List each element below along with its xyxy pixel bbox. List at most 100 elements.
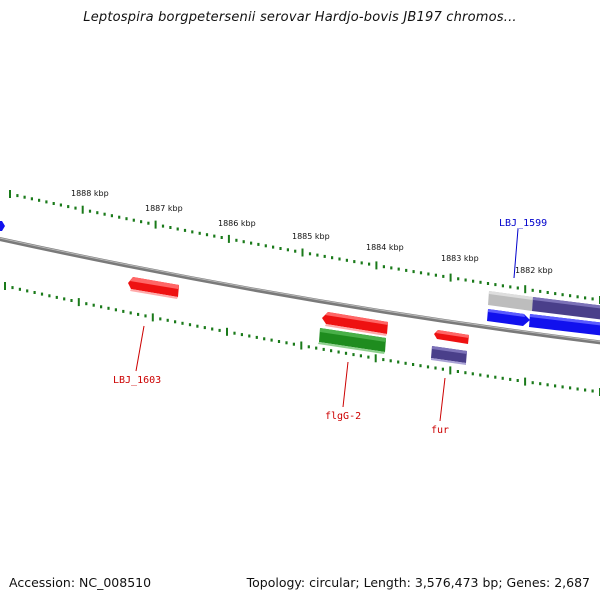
lower-ruler-minor-tick (85, 302, 88, 306)
lower-ruler-minor-tick (569, 386, 572, 390)
upper-ruler-major-tick (301, 248, 304, 257)
upper-ruler-minor-tick (235, 238, 238, 242)
lower-ruler-major-tick (300, 341, 303, 350)
lower-ruler-minor-tick (255, 335, 258, 339)
upper-ruler-minor-tick (103, 212, 106, 216)
upper-ruler-minor-tick (434, 273, 437, 277)
upper-ruler-minor-tick (52, 202, 55, 205)
ruler-label-1887: 1887 kbp (145, 204, 183, 213)
ruler-label-1882: 1882 kbp (515, 266, 553, 275)
gene-lbj-1599-gray[interactable] (488, 291, 533, 311)
upper-ruler-minor-tick (294, 249, 297, 253)
lower-ruler-minor-tick (18, 287, 21, 291)
ruler-label-1888: 1888 kbp (71, 189, 109, 198)
lower-ruler-minor-tick (33, 291, 36, 294)
lower-ruler-minor-tick (501, 376, 504, 380)
lower-ruler-minor-tick (382, 358, 385, 362)
upper-ruler-minor-tick (88, 209, 92, 213)
upper-ruler-minor-tick (494, 283, 497, 287)
lower-ruler-minor-tick (337, 350, 340, 354)
upper-ruler-minor-tick (316, 253, 319, 257)
lower-ruler-major-tick (77, 298, 80, 307)
lower-ruler-minor-tick (48, 294, 51, 298)
gene-label-flgg-2[interactable]: flgG-2 (325, 411, 361, 422)
lower-ruler-minor-tick (122, 309, 125, 313)
upper-ruler-major-tick (227, 234, 230, 243)
lower-ruler-minor-tick (211, 327, 214, 331)
upper-ruler-minor-tick (457, 277, 460, 281)
upper-ruler-minor-tick (23, 195, 26, 199)
upper-ruler-minor-tick (323, 254, 326, 258)
topology-summary: Topology: circular; Length: 3,576,473 bp… (246, 575, 590, 590)
gene-flgg-2-green[interactable] (318, 328, 386, 354)
upper-ruler-minor-tick (264, 244, 267, 248)
lower-ruler-minor-tick (285, 341, 288, 345)
upper-ruler-minor-tick (242, 240, 245, 244)
upper-ruler-minor-tick (546, 291, 549, 294)
ruler-label-1885: 1885 kbp (292, 232, 330, 241)
upper-ruler-minor-tick (486, 282, 490, 285)
lower-ruler-major-tick (374, 354, 377, 363)
upper-ruler-minor-tick (308, 252, 312, 256)
upper-ruler-minor-tick (472, 279, 475, 283)
gene-fur-purple[interactable] (431, 346, 467, 365)
upper-ruler-minor-tick (368, 262, 371, 266)
upper-ruler-minor-tick (147, 221, 150, 225)
lower-ruler-major-tick (449, 366, 452, 375)
ruler-label-1883: 1883 kbp (441, 254, 479, 263)
upper-ruler-minor-tick (169, 226, 172, 229)
lower-ruler-minor-tick (404, 361, 407, 365)
upper-ruler-minor-tick (205, 233, 209, 237)
gene-lbj-1603[interactable] (128, 277, 179, 299)
lower-ruler-minor-tick (441, 367, 444, 371)
upper-ruler-minor-tick (59, 203, 62, 207)
upper-ruler-minor-tick (584, 296, 587, 300)
gene-blue-edge[interactable] (0, 221, 5, 231)
upper-ruler-minor-tick (30, 197, 33, 201)
lower-ruler-minor-tick (174, 320, 177, 324)
upper-ruler-minor-tick (74, 206, 77, 210)
gene-label-fur[interactable]: fur (431, 425, 449, 436)
lower-ruler-minor-tick (270, 338, 273, 342)
lower-ruler-minor-tick (539, 382, 542, 386)
upper-ruler-minor-tick (501, 284, 504, 288)
lower-ruler-minor-tick (591, 389, 594, 393)
lower-ruler-minor-tick (100, 305, 103, 309)
upper-ruler-minor-tick (183, 228, 187, 232)
gene-flgg-2-red[interactable] (322, 312, 388, 336)
upper-ruler-minor-tick (198, 231, 201, 235)
lower-ruler-minor-tick (137, 312, 140, 316)
upper-ruler-minor-tick (16, 194, 19, 198)
upper-ruler-major-tick (81, 205, 84, 214)
leader-line-flgg-2 (342, 361, 349, 408)
lower-ruler-minor-tick (11, 286, 14, 290)
lower-ruler-minor-tick (561, 385, 564, 389)
map-title: Leptospira borgpetersenii serovar Hardjo… (83, 10, 517, 25)
gene-blue-right-2[interactable] (529, 314, 600, 336)
gene-label-lbj-1599[interactable]: LBJ_1599 (499, 218, 547, 229)
lower-ruler-minor-tick (456, 370, 459, 373)
gene-label-lbj-1603[interactable]: LBJ_1603 (113, 375, 161, 386)
upper-ruler (9, 190, 600, 304)
lower-ruler-major-tick (226, 327, 228, 336)
gene-fur-red[interactable] (434, 330, 469, 344)
lower-ruler-minor-tick (322, 347, 325, 351)
lower-ruler-minor-tick (218, 328, 221, 332)
lower-ruler-minor-tick (114, 308, 117, 312)
upper-ruler-minor-tick (132, 218, 135, 222)
upper-ruler-minor-tick (554, 292, 557, 296)
upper-ruler-minor-tick (382, 265, 385, 269)
leader-line-lbj-1603 (135, 325, 145, 372)
gene-blue-right-1[interactable] (487, 309, 530, 326)
upper-ruler-minor-tick (110, 214, 113, 218)
lower-ruler-minor-tick (531, 381, 534, 385)
lower-ruler-minor-tick (181, 321, 184, 325)
lower-ruler-minor-tick (292, 342, 295, 346)
lower-ruler-minor-tick (367, 355, 370, 359)
lower-ruler-minor-tick (92, 303, 95, 307)
lower-ruler-minor-tick (159, 317, 162, 321)
gene-lbj-1599-purple[interactable] (532, 297, 600, 320)
upper-ruler-minor-tick (591, 297, 594, 301)
lower-ruler-minor-tick (240, 333, 243, 337)
